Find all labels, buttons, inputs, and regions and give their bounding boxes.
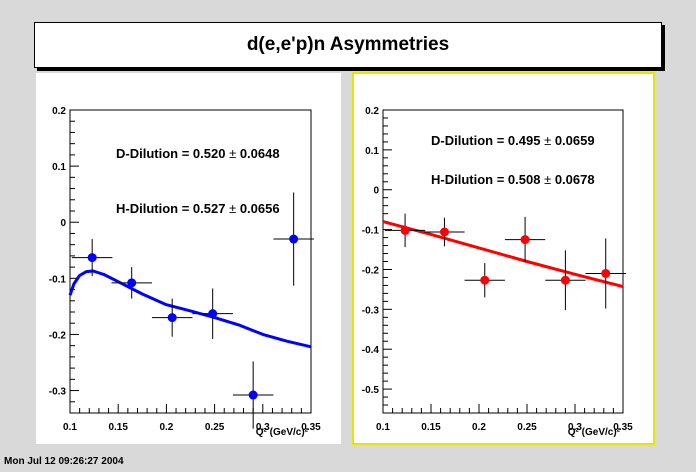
point-marker xyxy=(248,390,258,400)
annotation-label: D-Dilution = 0.495 xyxy=(431,133,544,148)
x-tick-label: 0.1 xyxy=(376,422,390,433)
data-point xyxy=(192,288,233,339)
x-axis-label: Q² (GeV/c)² xyxy=(568,427,621,438)
y-tick-label: 0.1 xyxy=(365,146,379,157)
y-tick-label: -0.2 xyxy=(362,265,380,276)
plus-minus-symbol: ± xyxy=(544,172,551,187)
data-point xyxy=(384,213,426,248)
y-tick-label: -0.1 xyxy=(49,274,67,285)
data-point xyxy=(464,263,505,298)
annotation-label: H-Dilution = 0.527 xyxy=(116,201,229,216)
dilution-annotation: D-Dilution = 0.495 ± 0.0659 xyxy=(431,133,595,148)
right-pad[interactable]: 0.1 0.15 0.2 0.25 0.3 0.35 -0.5 -0.4 -0.3 -0.2 -0.… xyxy=(352,72,655,445)
annotation-value: 0.0656 xyxy=(236,201,279,216)
data-point xyxy=(545,250,586,311)
x-tick-label: 0.2 xyxy=(159,422,173,433)
plus-minus-symbol: ± xyxy=(229,201,236,216)
data-point xyxy=(273,192,314,286)
annotation-value: 0.0659 xyxy=(551,133,594,148)
x-axis-label: Q² (GeV/c)² xyxy=(256,427,309,438)
x-tick-label: 0.1 xyxy=(63,422,77,433)
x-tick-label: 0.3 xyxy=(256,422,270,433)
point-marker xyxy=(560,275,570,285)
point-marker xyxy=(87,253,97,263)
point-marker xyxy=(439,227,449,237)
plot-frame xyxy=(382,109,624,414)
y-tick-label: 0 xyxy=(373,186,379,197)
plot-frame xyxy=(69,109,312,414)
dilution-annotation: D-Dilution = 0.520 ± 0.0648 xyxy=(116,146,280,161)
point-marker xyxy=(289,234,299,244)
y-tick-label: 0.2 xyxy=(52,106,66,117)
y-tick-label: 0 xyxy=(60,218,66,229)
y-tick-label: 0.1 xyxy=(52,162,66,173)
left-pad[interactable]: 0.1 0.15 0.2 0.25 0.3 0.35 -0.3 -0.2 -0.1 0 0.1 0.2… xyxy=(36,73,341,444)
y-tick-label: -0.1 xyxy=(362,226,380,237)
point-marker xyxy=(480,275,490,285)
x-tick-label: 0.35 xyxy=(301,422,321,433)
left-chart: 0.1 0.15 0.2 0.25 0.3 0.35 -0.3 -0.2 -0.1 0 0.1 0.2… xyxy=(49,106,321,438)
x-tick-label: 0.3 xyxy=(568,422,582,433)
data-point xyxy=(151,298,193,337)
data-point xyxy=(232,361,274,429)
page-title: d(e,e'p)n Asymmetries xyxy=(246,34,450,55)
y-tick-label: -0.5 xyxy=(362,385,380,396)
y-tick-label: -0.4 xyxy=(362,345,380,356)
dilution-annotation: H-Dilution = 0.527 ± 0.0656 xyxy=(116,201,280,216)
annotation-label: H-Dilution = 0.508 xyxy=(431,172,544,187)
point-marker xyxy=(127,278,137,288)
annotation-label: D-Dilution = 0.520 xyxy=(116,146,229,161)
data-point xyxy=(71,239,113,277)
dilution-annotation: H-Dilution = 0.508 ± 0.0678 xyxy=(431,172,595,187)
point-marker xyxy=(167,313,177,323)
point-marker xyxy=(601,268,611,278)
title-box: d(e,e'p)n Asymmetries xyxy=(34,22,662,68)
plus-minus-symbol: ± xyxy=(229,146,236,161)
x-tick-label: 0.35 xyxy=(613,422,633,433)
y-tick-label: 0.2 xyxy=(365,106,379,117)
y-tick-label: -0.3 xyxy=(49,387,67,398)
timestamp-footer: Mon Jul 12 09:26:27 2004 xyxy=(4,456,124,467)
data-point xyxy=(424,217,465,247)
x-tick-label: 0.15 xyxy=(108,422,128,433)
plus-minus-symbol: ± xyxy=(544,133,551,148)
point-marker xyxy=(520,235,530,245)
annotation-value: 0.0648 xyxy=(236,146,279,161)
y-tick-label: -0.3 xyxy=(362,305,380,316)
x-tick-label: 0.25 xyxy=(517,422,537,433)
point-marker xyxy=(208,309,218,319)
x-tick-label: 0.15 xyxy=(421,422,441,433)
annotation-value: 0.0678 xyxy=(551,172,594,187)
fit-curve xyxy=(68,269,312,349)
right-chart: 0.1 0.15 0.2 0.25 0.3 0.35 -0.5 -0.4 -0.3 -0.2 -0.… xyxy=(362,106,633,438)
point-marker xyxy=(400,225,410,235)
x-tick-label: 0.2 xyxy=(472,422,486,433)
fit-curve xyxy=(382,220,624,289)
y-tick-label: -0.2 xyxy=(49,330,67,341)
data-point xyxy=(585,238,626,309)
x-tick-label: 0.25 xyxy=(205,422,225,433)
data-point xyxy=(504,216,546,263)
data-point xyxy=(111,267,152,299)
